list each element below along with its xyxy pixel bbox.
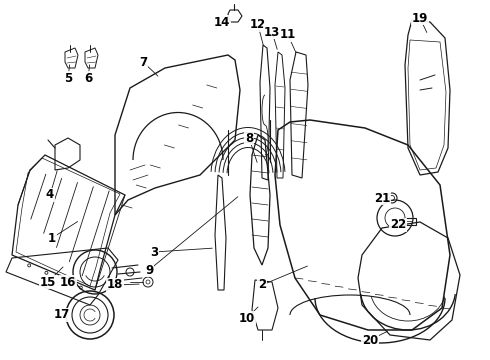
Text: 4: 4 <box>46 189 54 202</box>
Text: 14: 14 <box>214 15 230 28</box>
Text: 1: 1 <box>48 231 56 244</box>
Text: 18: 18 <box>107 279 123 292</box>
Text: 11: 11 <box>280 28 296 41</box>
Text: 17: 17 <box>54 309 70 321</box>
Text: 7: 7 <box>139 55 147 68</box>
Text: 9: 9 <box>145 264 153 276</box>
Text: 2: 2 <box>258 279 266 292</box>
Text: 19: 19 <box>412 12 428 24</box>
Text: 20: 20 <box>362 333 378 346</box>
Text: 3: 3 <box>150 246 158 258</box>
Text: 8: 8 <box>245 131 253 144</box>
Text: 13: 13 <box>264 26 280 39</box>
Text: 6: 6 <box>84 72 92 85</box>
Text: 21: 21 <box>374 192 390 204</box>
Text: 10: 10 <box>239 311 255 324</box>
Text: 12: 12 <box>250 18 266 31</box>
Text: 16: 16 <box>60 275 76 288</box>
Text: 5: 5 <box>64 72 72 85</box>
Text: 15: 15 <box>40 275 56 288</box>
Text: 22: 22 <box>390 219 406 231</box>
